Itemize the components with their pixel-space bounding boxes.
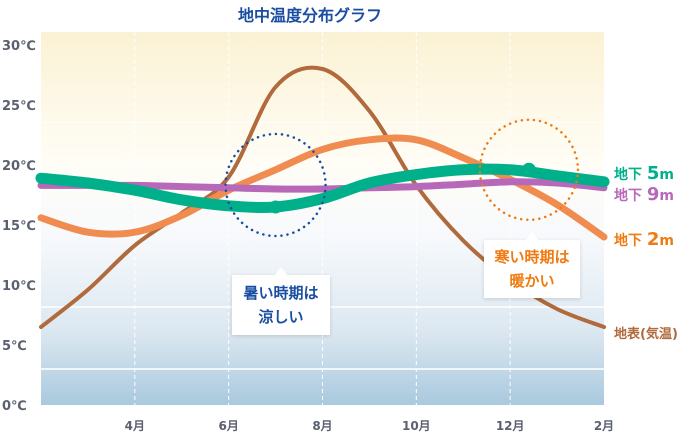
label-text: 地下 <box>614 167 642 183</box>
callout-winter: 寒い時期は 暖かい <box>484 232 580 298</box>
highlight-circle <box>224 132 327 238</box>
y-tick-label: 10℃ <box>2 279 36 294</box>
callout-text: 涼しい <box>258 308 304 326</box>
x-tick-label: 4月 <box>125 419 145 433</box>
x-tick-label: 12月 <box>496 419 525 433</box>
label-unit: m <box>659 233 674 249</box>
label-number: 9 <box>646 184 660 205</box>
y-tick-label: 5℃ <box>2 339 27 354</box>
series-label-9m: 地下 9m <box>614 184 674 205</box>
series-label-5m: 地下 5m <box>614 163 674 184</box>
callout-text: 暑い時期は <box>243 284 319 302</box>
x-tick-label: 8月 <box>312 419 332 433</box>
x-tick-label: 2月 <box>594 419 614 433</box>
label-number: 2 <box>646 229 660 250</box>
y-tick-label: 0℃ <box>2 399 27 414</box>
label-unit: m <box>659 188 674 204</box>
x-tick-label: 6月 <box>218 419 238 433</box>
callout-summer: 暑い時期は 涼しい <box>232 267 330 335</box>
chart-title: 地中温度分布グラフ <box>238 6 382 25</box>
label-unit: m <box>659 167 674 183</box>
callout-text: 寒い時期は <box>494 248 570 266</box>
label-text: 地下 <box>614 188 642 204</box>
y-tick-label: 20℃ <box>2 159 36 174</box>
highlight-circle <box>478 118 580 222</box>
series-label-surface: 地表(気温) <box>614 327 678 342</box>
label-number: 5 <box>646 163 660 184</box>
y-tick-label: 30℃ <box>2 39 36 54</box>
label-text: 地下 <box>614 233 642 249</box>
callout-text: 暖かい <box>509 272 555 290</box>
y-tick-label: 15℃ <box>2 219 36 234</box>
series-label-2m: 地下 2m <box>614 229 674 250</box>
y-tick-label: 25℃ <box>2 99 36 114</box>
highlight-point <box>521 162 536 177</box>
highlight-point <box>269 200 283 214</box>
series-line-地下5m <box>35 163 610 213</box>
x-tick-label: 10月 <box>402 419 431 433</box>
